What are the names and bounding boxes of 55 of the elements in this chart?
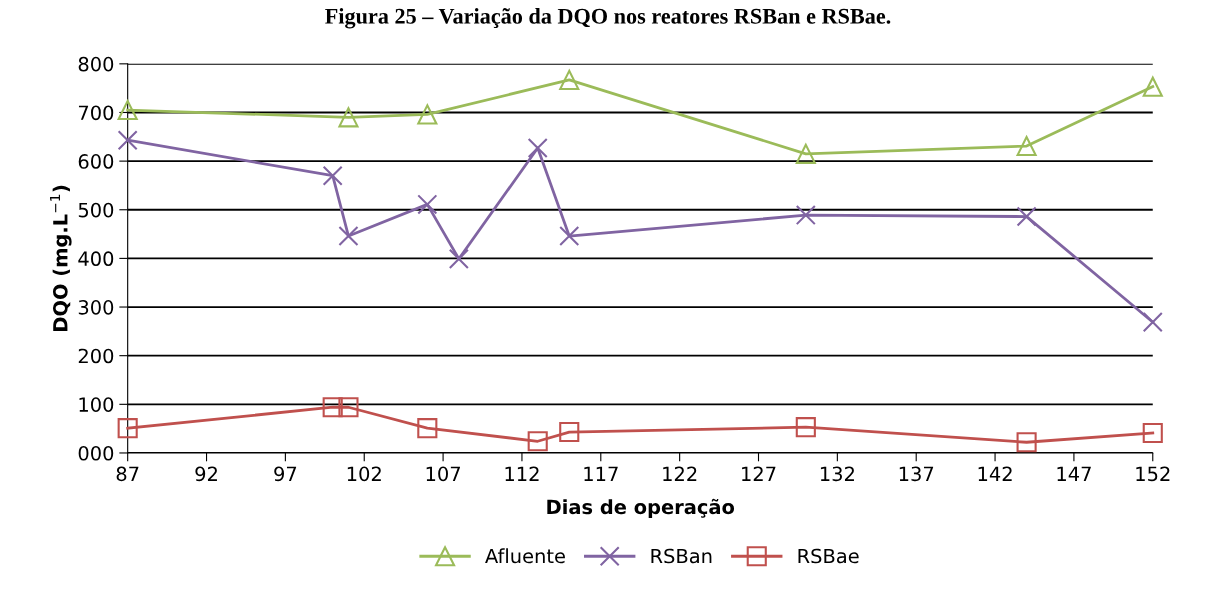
y-tick-label: 000	[78, 445, 114, 461]
point	[795, 143, 816, 164]
point	[1142, 422, 1163, 444]
x-tick-label: 117	[584, 466, 618, 481]
point	[559, 421, 580, 443]
point	[338, 397, 359, 418]
x-tick-label: 152	[1136, 466, 1170, 482]
x-tick-label: 132	[820, 466, 854, 482]
legend-label: RSBae	[798, 548, 859, 564]
x-tick-label: 112	[505, 466, 539, 481]
y-tick-label: 100	[79, 397, 114, 412]
point	[417, 194, 438, 215]
y-tick-label: 400	[78, 251, 114, 267]
point	[338, 225, 359, 247]
point	[795, 417, 816, 438]
point	[1016, 206, 1037, 227]
y-tick-label: 500	[78, 202, 114, 218]
chart-title: Figura 25 – Variação da DQO nos reatores RSBan e RSBae.	[325, 8, 891, 29]
x-axis-title: Dias de operação	[547, 498, 735, 519]
x-tick-label: 147	[1057, 466, 1091, 481]
point	[559, 225, 580, 247]
point	[322, 397, 343, 418]
y-tick-label: 800	[78, 56, 114, 72]
x-tick-label: 137	[899, 466, 934, 482]
point	[117, 418, 138, 439]
point	[1142, 312, 1163, 333]
y-tick-label: 300	[78, 300, 114, 315]
point	[527, 137, 548, 159]
point	[117, 130, 138, 151]
point	[417, 104, 438, 125]
point	[117, 99, 138, 121]
legend-label: RSBan	[651, 548, 712, 564]
x-tick-label: 127	[742, 466, 776, 481]
point	[322, 165, 343, 186]
point	[448, 248, 469, 269]
point	[417, 418, 438, 439]
x-tick-label: 92	[195, 466, 217, 482]
x-tick-label: 142	[978, 466, 1012, 481]
y-tick-label: 700	[78, 105, 114, 121]
x-tick-label: 87	[116, 466, 139, 482]
point	[559, 69, 580, 90]
point	[338, 107, 359, 128]
y-axis-title: DQO (mg.L$^{−1}$)	[50, 185, 72, 331]
point	[1016, 135, 1037, 157]
point	[1142, 76, 1163, 97]
point	[527, 431, 548, 452]
y-tick-label: 200	[78, 348, 114, 364]
point	[795, 205, 816, 226]
y-tick-label: 600	[78, 154, 114, 169]
point	[1016, 432, 1037, 453]
x-tick-label: 122	[663, 466, 697, 481]
legend-label: Afluente	[485, 548, 565, 564]
x-tick-label: 107	[426, 466, 460, 482]
x-tick-label: 102	[347, 466, 381, 482]
x-tick-label: 97	[274, 466, 297, 482]
